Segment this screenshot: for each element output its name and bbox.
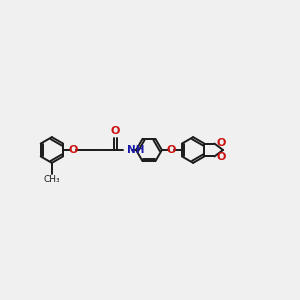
Text: O: O xyxy=(111,126,120,136)
Text: O: O xyxy=(167,145,176,155)
Text: O: O xyxy=(216,138,226,148)
Text: NH: NH xyxy=(127,145,144,155)
Text: O: O xyxy=(216,152,226,162)
Text: O: O xyxy=(68,145,77,155)
Text: CH₃: CH₃ xyxy=(44,175,60,184)
